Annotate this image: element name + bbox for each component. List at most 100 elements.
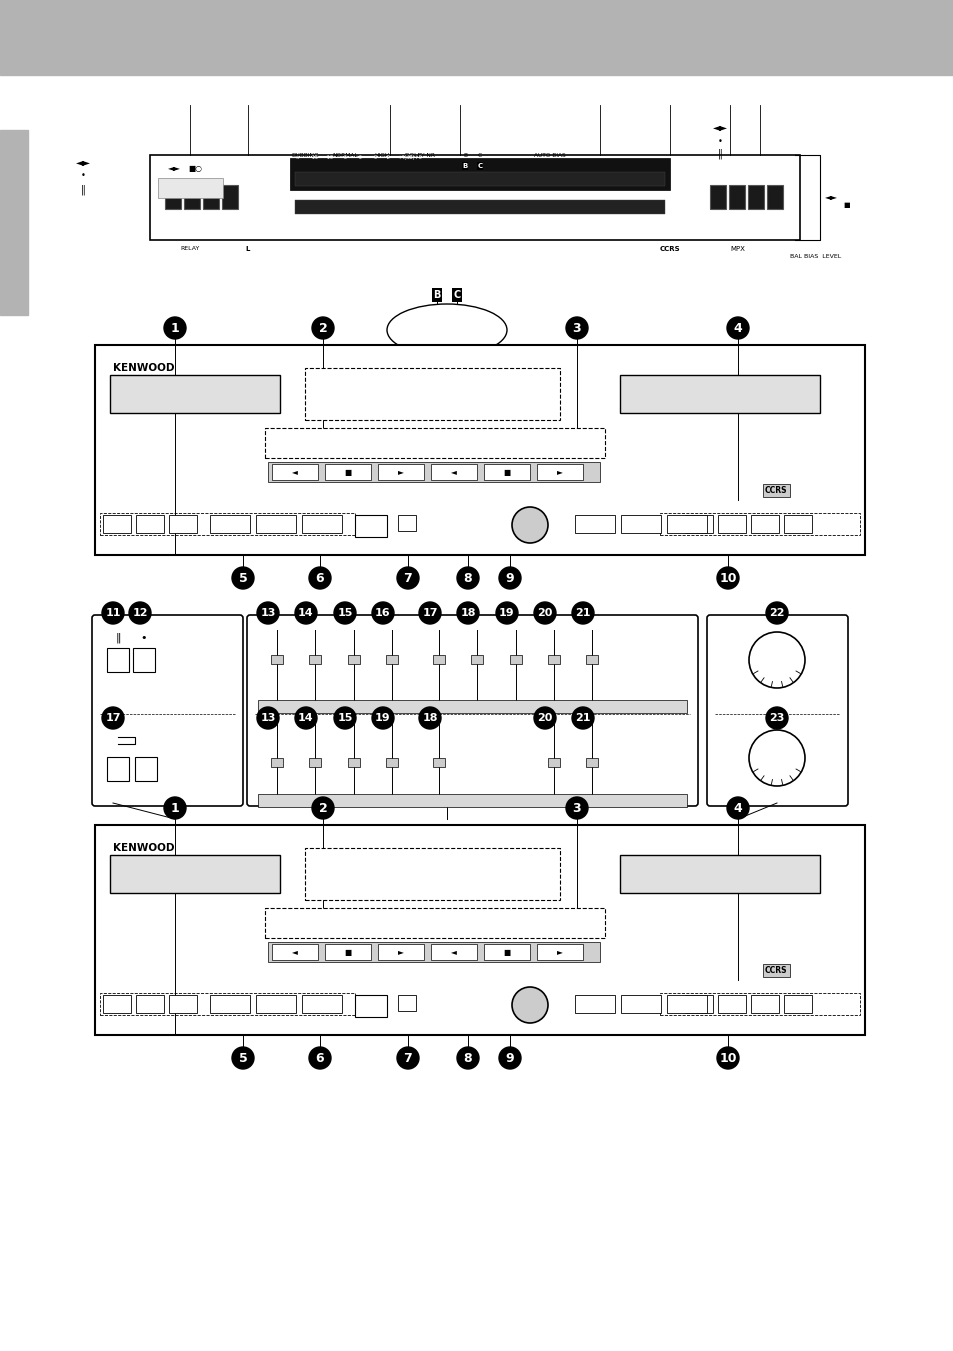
Bar [471, 655, 482, 663]
Text: 9: 9 [505, 1051, 514, 1065]
Circle shape [294, 707, 316, 730]
Circle shape [565, 797, 587, 819]
Text: HIGH: HIGH [374, 153, 389, 158]
Circle shape [572, 603, 594, 624]
Text: RELAY: RELAY [180, 246, 199, 251]
Text: 18: 18 [422, 713, 437, 723]
Text: 23: 23 [768, 713, 784, 723]
Circle shape [372, 603, 394, 624]
Bar [684, 994, 712, 1013]
Text: 7: 7 [403, 1051, 412, 1065]
Bar [483, 944, 530, 961]
Text: 9: 9 [505, 571, 514, 585]
Bar [132, 648, 154, 671]
Bar [620, 515, 660, 534]
FancyBboxPatch shape [91, 615, 243, 807]
Circle shape [372, 707, 394, 730]
Bar [136, 515, 164, 534]
Bar [483, 463, 530, 480]
Text: 1: 1 [171, 801, 179, 815]
Text: 13: 13 [260, 713, 275, 723]
Bar [431, 463, 476, 480]
Text: ‖: ‖ [115, 632, 121, 643]
Bar [377, 463, 423, 480]
Text: CCRS: CCRS [659, 246, 679, 253]
Bar [585, 655, 598, 663]
Text: -6: -6 [342, 155, 347, 159]
Circle shape [102, 603, 124, 624]
Text: 20: 20 [537, 713, 552, 723]
Bar [355, 994, 387, 1017]
Text: ◄►: ◄► [75, 157, 91, 168]
Text: •: • [141, 634, 147, 643]
Text: ◄: ◄ [451, 947, 456, 957]
Bar [169, 994, 196, 1013]
Bar [386, 655, 397, 663]
Bar [95, 825, 864, 1035]
Circle shape [496, 603, 517, 624]
Text: ■: ■ [344, 947, 352, 957]
Circle shape [456, 603, 478, 624]
Bar [666, 515, 706, 534]
Text: ►: ► [557, 467, 562, 477]
Text: 19: 19 [375, 713, 391, 723]
Text: 1: 1 [171, 322, 179, 335]
Circle shape [748, 730, 804, 786]
Bar [397, 994, 416, 1011]
Text: 4: 4 [733, 322, 741, 335]
Bar [302, 515, 341, 534]
Circle shape [102, 707, 124, 730]
Bar [210, 515, 250, 534]
Bar [355, 515, 387, 536]
Text: 3: 3 [572, 801, 580, 815]
Bar [309, 758, 320, 767]
Text: 14: 14 [298, 608, 314, 617]
Text: 8: 8 [463, 571, 472, 585]
Bar [718, 515, 745, 534]
Text: -3: -3 [357, 155, 362, 159]
Circle shape [256, 707, 278, 730]
Text: 8: 8 [463, 1051, 472, 1065]
Circle shape [765, 707, 787, 730]
Bar [272, 463, 317, 480]
Bar [302, 994, 341, 1013]
Bar [783, 515, 811, 534]
Bar [107, 757, 129, 781]
Text: 18: 18 [459, 608, 476, 617]
FancyBboxPatch shape [706, 615, 847, 807]
Bar [325, 944, 371, 961]
Text: BAL BIAS  LEVEL: BAL BIAS LEVEL [789, 254, 841, 259]
Bar [709, 185, 725, 209]
Bar [718, 994, 745, 1013]
Text: ‖: ‖ [717, 149, 721, 159]
Text: ‖: ‖ [80, 185, 86, 196]
Text: 16: 16 [375, 608, 391, 617]
Text: 17: 17 [422, 608, 437, 617]
Circle shape [418, 603, 440, 624]
Text: 10: 10 [719, 571, 736, 585]
Text: ◄: ◄ [292, 947, 297, 957]
Bar [547, 758, 559, 767]
Text: 11: 11 [105, 608, 121, 617]
Circle shape [498, 567, 520, 589]
Bar [309, 655, 320, 663]
Circle shape [512, 507, 547, 543]
Text: DOLBY NR: DOLBY NR [405, 153, 435, 158]
Circle shape [765, 603, 787, 624]
Bar [659, 513, 859, 535]
Bar [348, 655, 359, 663]
Text: 13: 13 [260, 608, 275, 617]
Bar [684, 515, 712, 534]
Text: ■: ■ [503, 467, 510, 477]
Bar [547, 655, 559, 663]
Bar [268, 462, 599, 482]
Circle shape [418, 707, 440, 730]
Circle shape [456, 567, 478, 589]
Text: ◄►: ◄► [168, 163, 181, 173]
Circle shape [309, 1047, 331, 1069]
Text: MPX: MPX [729, 246, 744, 253]
Circle shape [572, 707, 594, 730]
Text: +4(dB)+6: +4(dB)+6 [397, 155, 422, 159]
Bar [377, 944, 423, 961]
Bar [110, 376, 280, 413]
